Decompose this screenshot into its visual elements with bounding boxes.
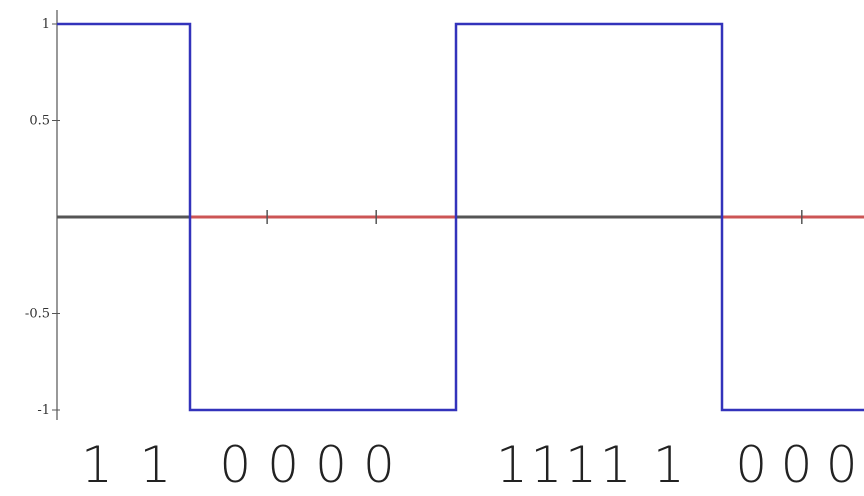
y-tick-label: -1: [37, 403, 50, 418]
bit-label: 1: [140, 436, 172, 494]
bit-label: 0: [363, 436, 395, 494]
bit-label: 0: [219, 436, 251, 494]
bit-label: 0: [781, 436, 813, 494]
bit-label: 1: [600, 436, 632, 494]
bit-label: 1: [653, 436, 685, 494]
y-tick-label: -0.5: [25, 307, 50, 322]
bit-label: 1: [496, 436, 528, 494]
y-tick-label: 1: [42, 17, 50, 32]
bit-label: 1: [531, 436, 563, 494]
bit-label: 0: [315, 436, 347, 494]
signal-series: [57, 22, 864, 412]
y-tick-label: 0.5: [29, 114, 50, 129]
bit-label: 0: [826, 436, 858, 494]
bit-label: 0: [735, 436, 767, 494]
bit-label: 1: [81, 436, 113, 494]
bit-label: 1: [565, 436, 597, 494]
zero-line: [57, 210, 864, 224]
bit-label: 0: [267, 436, 299, 494]
axes: 1 0.5 -0.5 -1: [25, 10, 60, 420]
signal-line: [57, 22, 864, 412]
